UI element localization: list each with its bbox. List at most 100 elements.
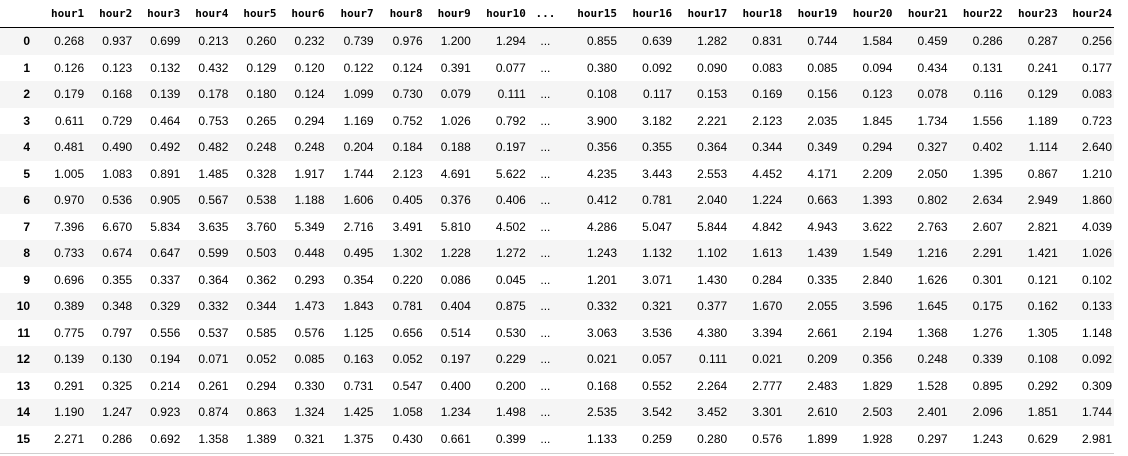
table-cell: 0.775: [54, 325, 85, 340]
table-cell: 3.394: [752, 325, 783, 340]
table-cell: 0.291: [54, 378, 85, 393]
table-cell: 0.739: [343, 34, 374, 49]
table-cell: 0.404: [440, 299, 471, 314]
table-cell: 0.599: [198, 246, 229, 261]
table-cell: 0.123: [102, 60, 133, 75]
table-cell: 0.083: [1081, 87, 1112, 102]
table-cell: 0.585: [246, 325, 277, 340]
table-cell: 1.843: [343, 299, 374, 314]
table-cell: 0.301: [972, 272, 1003, 287]
ellipsis-cell: ...: [540, 34, 551, 49]
table-cell: 0.412: [586, 193, 618, 208]
table-cell: 0.354: [343, 272, 374, 287]
table-cell: 0.325: [102, 378, 133, 393]
table-cell: 0.309: [1081, 378, 1112, 393]
table-cell: 0.332: [586, 299, 618, 314]
table-row: 1 0.126 0.123 0.132 0.432 0.129 0.120 0.122 0.12…: [0, 54, 1114, 81]
table-row: 11 0.775 0.797 0.556 0.537 0.585 0.576 1.125 0.6…: [0, 319, 1114, 346]
table-cell: 0.344: [246, 299, 277, 314]
table-cell: 0.730: [392, 87, 423, 102]
table-cell: 0.241: [1027, 60, 1058, 75]
table-row: 4 0.481 0.490 0.492 0.482 0.248 0.248 0.204 0.18…: [0, 134, 1114, 161]
table-cell: 0.085: [294, 352, 325, 367]
table-cell: 2.840: [862, 272, 893, 287]
column-header: hour18: [729, 0, 785, 28]
table-cell: 4.235: [586, 166, 618, 181]
table-cell: 4.842: [752, 219, 783, 234]
row-index: 15: [16, 431, 31, 446]
table-cell: 0.169: [752, 87, 783, 102]
table-row: 2 0.179 0.168 0.139 0.178 0.180 0.124 1.099 0.73…: [0, 81, 1114, 108]
table-row: 14 1.190 1.247 0.923 0.874 0.863 1.324 1.425 1.0…: [0, 399, 1114, 426]
table-cell: 2.777: [752, 378, 783, 393]
table-cell: 1.294: [495, 34, 526, 49]
table-cell: 1.744: [343, 166, 374, 181]
table-cell: 0.286: [972, 34, 1003, 49]
table-cell: 0.536: [102, 193, 133, 208]
table-cell: 0.248: [294, 140, 325, 155]
table-cell: 0.021: [752, 352, 783, 367]
table-cell: 0.286: [102, 431, 133, 446]
table-cell: 1.613: [752, 246, 783, 261]
table-cell: 0.156: [807, 87, 838, 102]
table-cell: 0.179: [54, 87, 85, 102]
table-cell: 1.210: [1081, 166, 1112, 181]
table-cell: 1.421: [1027, 246, 1058, 261]
table-cell: 3.760: [246, 219, 277, 234]
index-header: [0, 0, 39, 28]
table-cell: 4.943: [807, 219, 838, 234]
table-cell: 0.200: [495, 378, 526, 393]
table-cell: 1.132: [642, 246, 673, 261]
column-header: hour15: [562, 0, 620, 28]
table-cell: 0.209: [807, 352, 838, 367]
ellipsis-cell: ...: [540, 140, 551, 155]
table-cell: 0.335: [807, 272, 838, 287]
table-cell: 2.981: [1081, 431, 1112, 446]
table-cell: 3.301: [752, 405, 783, 420]
table-cell: 2.401: [917, 405, 948, 420]
table-cell: 1.744: [1081, 405, 1112, 420]
column-header: hour24: [1059, 0, 1114, 28]
table-cell: 7.396: [54, 219, 85, 234]
table-cell: 0.490: [102, 140, 133, 155]
row-index: 12: [16, 352, 31, 367]
table-cell: 0.116: [973, 87, 1003, 102]
header-row: hour1 hour2 hour3 hour4 hour5 hour6 hour7 hour8…: [0, 0, 1114, 28]
table-cell: 1.430: [697, 272, 728, 287]
table-cell: 1.102: [697, 246, 728, 261]
table-cell: 1.860: [1081, 193, 1112, 208]
table-cell: 0.400: [440, 378, 471, 393]
table-cell: 0.180: [246, 87, 277, 102]
table-cell: 3.452: [697, 405, 728, 420]
table-cell: 0.214: [150, 378, 181, 393]
table-cell: 1.276: [972, 325, 1003, 340]
table-cell: 0.355: [102, 272, 133, 287]
table-cell: 4.452: [752, 166, 783, 181]
row-index: 9: [23, 272, 31, 287]
row-index: 2: [23, 87, 31, 102]
table-cell: 1.473: [294, 299, 325, 314]
table-cell: 0.482: [198, 140, 229, 155]
table-cell: 0.723: [1081, 113, 1112, 128]
table-cell: 0.874: [198, 405, 229, 420]
table-cell: 0.556: [150, 325, 181, 340]
table-cell: 3.900: [586, 113, 618, 128]
column-header: hour20: [839, 0, 895, 28]
table-cell: 0.248: [917, 352, 948, 367]
table-cell: 0.332: [198, 299, 229, 314]
table-cell: 1.606: [343, 193, 374, 208]
table-cell: 4.380: [697, 325, 728, 340]
table-cell: 5.622: [495, 166, 526, 181]
table-cell: 0.094: [862, 60, 893, 75]
table-cell: 0.168: [102, 87, 133, 102]
table-row: 7 7.396 6.670 5.834 3.635 3.760 5.349 2.716 3.49…: [0, 213, 1114, 240]
table-cell: 1.917: [294, 166, 325, 181]
table-cell: 0.071: [198, 352, 229, 367]
table-cell: 1.324: [294, 405, 325, 420]
table-cell: 4.502: [495, 219, 526, 234]
table-cell: 0.389: [54, 299, 85, 314]
table-cell: 0.344: [752, 140, 783, 155]
row-index: 10: [16, 299, 31, 314]
table-cell: 1.148: [1081, 325, 1112, 340]
table-cell: 1.556: [972, 113, 1003, 128]
